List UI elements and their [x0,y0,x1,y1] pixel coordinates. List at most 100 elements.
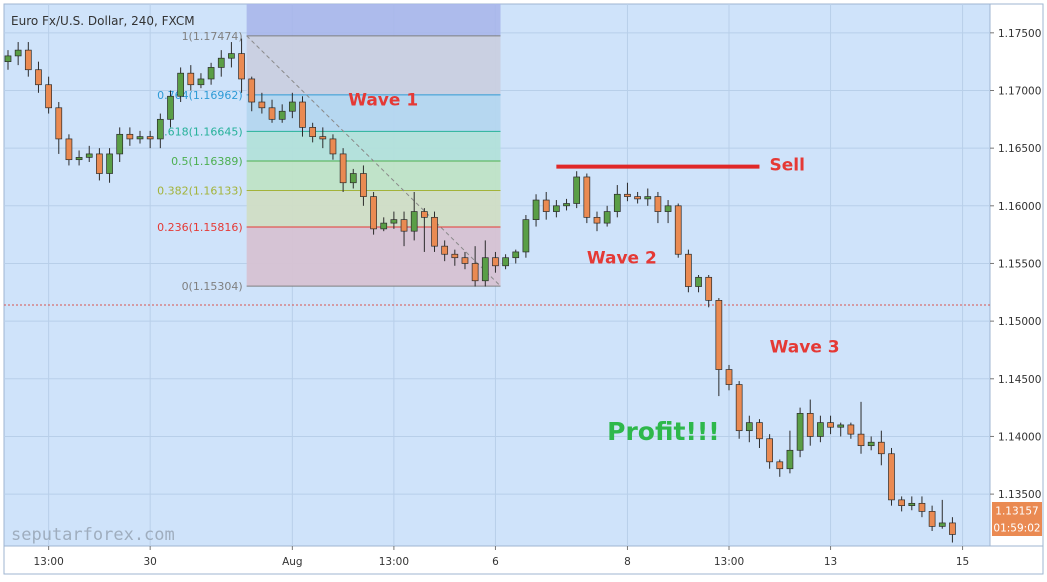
sell-label: Sell [769,155,804,175]
candle-body [654,196,662,212]
candle-body [928,511,936,527]
candle-body [248,78,256,103]
candle-body [136,136,144,140]
candle-body [390,219,398,224]
candle-body [685,253,692,287]
candle-body [563,203,570,207]
time-tick-label: 6 [492,556,499,568]
candle-body [481,257,489,282]
candle-body [4,55,12,63]
candle-body [735,384,743,432]
candle-body [837,424,845,428]
candle-body [349,173,357,184]
candle-body [725,369,733,385]
fib-zone [246,35,501,95]
fib-level-label: 1(1.17474) [182,30,243,43]
candle-body [817,422,824,437]
price-tick-label: 1.13500 [998,489,1041,501]
candle-body [888,453,895,501]
candle-body [167,95,174,120]
candle-body [938,522,946,527]
fib-zone [246,160,501,191]
price-axis-area[interactable] [989,3,1044,547]
candle-body [613,193,621,212]
candle-body [867,441,875,447]
chart-title: Euro Fx/U.S. Dollar, 240, FXCM [11,14,195,28]
candle-body [329,138,337,155]
candle-body [908,502,916,506]
candle-body [400,219,408,232]
candle-body [766,438,773,463]
candle-body [756,422,763,440]
price-tick-label: 1.17500 [998,28,1041,40]
candle-body [258,101,266,109]
last-price-label: 1.13157 [995,506,1038,518]
candle-body [664,205,672,212]
price-tick-label: 1.15500 [998,258,1041,270]
fib-trend-line [246,35,501,287]
time-tick-label: Aug [282,556,303,568]
candle-body [339,153,347,184]
fib-level-label: 0.382(1.16133) [157,184,243,197]
last-price-badge [992,502,1042,519]
candle-body [421,211,428,218]
time-tick-label: 13:00 [33,556,63,568]
wave-label: Wave 1 [348,91,418,111]
watermark: seputarforex.com [11,525,175,545]
candle-body [512,251,520,259]
candle-body [745,422,753,432]
candle-body [24,49,32,71]
fib-level-label: 0(1.15304) [182,280,243,293]
price-tick-label: 1.17000 [998,85,1041,97]
price-tick-label: 1.16500 [998,143,1041,155]
candle-body [949,522,956,535]
fib-top-extension [246,4,501,36]
time-tick-label: 13:00 [714,556,744,568]
candle-body [522,219,530,253]
candle-body [96,153,103,174]
candle-body [593,216,601,224]
candle-body [177,72,184,97]
price-tick-label: 1.14500 [998,374,1041,386]
candle-body [45,84,52,109]
time-axis-area[interactable] [3,545,1044,575]
fib-level-label: 0.236(1.15816) [157,221,243,234]
candle-body [278,110,286,120]
candle-body [360,173,367,197]
fib-level-label: 0.618(1.16645) [157,125,243,138]
countdown-label: 01:59:02 [993,523,1040,535]
candle-body [644,196,652,200]
candle-body [319,136,327,140]
candle-body [918,502,926,512]
wave-label: Wave 3 [770,337,840,357]
candle-body [106,153,113,174]
annotations: Wave 1 Wave 2 Wave 3 Profit!!! Sell [348,91,839,446]
price-tick-label: 1.15000 [998,316,1041,328]
candle-body [441,245,449,255]
candlesticks [4,38,956,543]
candle-body [156,118,164,140]
candle-body [299,101,306,128]
time-tick-label: 30 [143,556,156,568]
candle-body [55,107,63,140]
candle-body [786,449,794,470]
time-tick-label: 13:00 [379,556,409,568]
fibonacci-retracement[interactable]: 1(1.17474)0.764(1.16962)0.618(1.16645)0.… [157,4,501,293]
candle-body [624,193,631,197]
candle-body [197,78,205,86]
candle-body [877,441,885,455]
fib-zone [246,131,501,161]
candle-body [502,257,509,267]
candle-body [827,422,834,428]
candle-body [380,222,388,230]
wave-label: Wave 2 [587,249,657,269]
profit-label: Profit!!! [607,417,720,446]
candle-body [187,72,195,86]
candle-body [35,69,42,86]
candle-body [573,176,581,204]
candle-body [146,136,154,140]
candle-body [370,196,377,230]
candle-body [126,133,134,140]
